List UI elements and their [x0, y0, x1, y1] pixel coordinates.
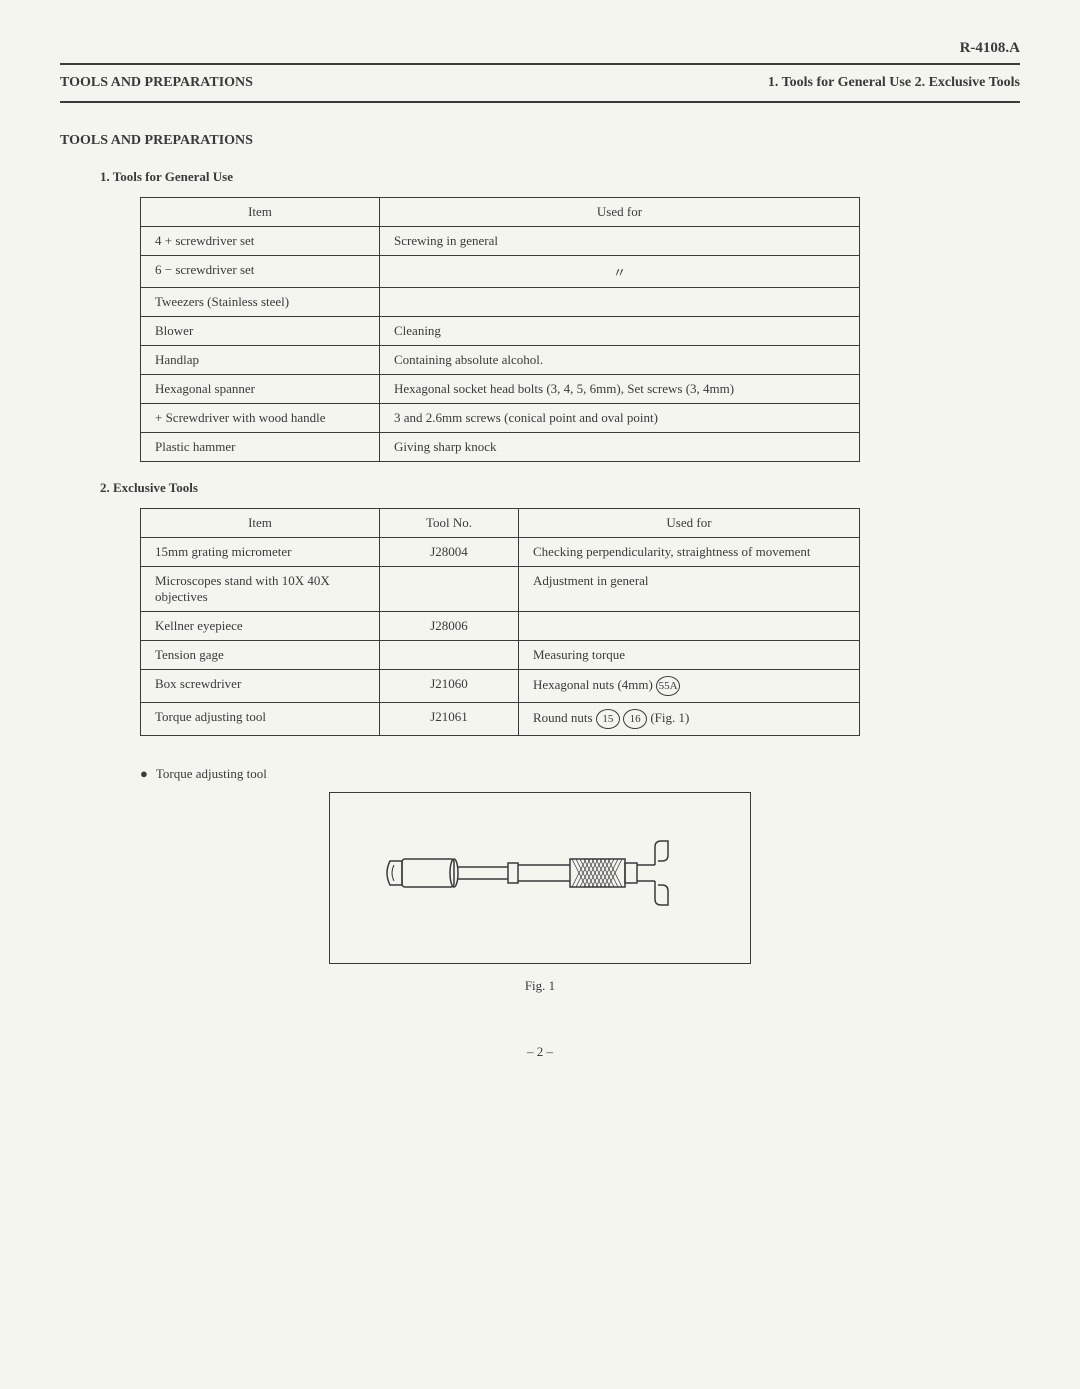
- table-row: 6 − screwdriver set〃: [141, 256, 860, 288]
- text: Round nuts: [533, 710, 596, 725]
- col-item: Item: [141, 198, 380, 227]
- cell: Microscopes stand with 10X 40X objective…: [141, 567, 380, 612]
- cell: Containing absolute alcohol.: [380, 346, 860, 375]
- sub1-title: 1. Tools for General Use: [100, 169, 1020, 185]
- cell: [380, 641, 519, 670]
- cell: Hexagonal socket head bolts (3, 4, 5, 6m…: [380, 375, 860, 404]
- table-row: Tension gage Measuring torque: [141, 641, 860, 670]
- table-row: Torque adjusting tool J21061 Round nuts …: [141, 703, 860, 736]
- section-title: TOOLS AND PREPARATIONS: [60, 133, 1020, 149]
- col-used: Used for: [519, 509, 860, 538]
- cell: Cleaning: [380, 317, 860, 346]
- cell: J28006: [380, 612, 519, 641]
- col-item: Item: [141, 509, 380, 538]
- fig-caption: Fig. 1: [60, 978, 1020, 994]
- page-number: – 2 –: [60, 1044, 1020, 1060]
- figure-1: [329, 792, 751, 964]
- cell: Giving sharp knock: [380, 433, 860, 462]
- sub2-title: 2. Exclusive Tools: [100, 480, 1020, 496]
- table-row: Tweezers (Stainless steel): [141, 288, 860, 317]
- table-row: HandlapContaining absolute alcohol.: [141, 346, 860, 375]
- cell: Kellner eyepiece: [141, 612, 380, 641]
- header-row: TOOLS AND PREPARATIONS 1. Tools for Gene…: [60, 69, 1020, 97]
- cell: 〃: [380, 256, 860, 288]
- table-row: Microscopes stand with 10X 40X objective…: [141, 567, 860, 612]
- header-left: TOOLS AND PREPARATIONS: [60, 75, 253, 91]
- cell: Blower: [141, 317, 380, 346]
- cell: Tension gage: [141, 641, 380, 670]
- torque-tool-icon: [380, 823, 700, 923]
- cell: 3 and 2.6mm screws (conical point and ov…: [380, 404, 860, 433]
- cell: [380, 567, 519, 612]
- col-used: Used for: [380, 198, 860, 227]
- doc-id: R-4108.A: [60, 40, 1020, 57]
- text: (Fig. 1): [647, 710, 689, 725]
- cell: J28004: [380, 538, 519, 567]
- table-row: 15mm grating micrometer J28004 Checking …: [141, 538, 860, 567]
- cell: Checking perpendicularity, straightness …: [519, 538, 860, 567]
- cell: 6 − screwdriver set: [141, 256, 380, 288]
- table-exclusive-tools: Item Tool No. Used for 15mm grating micr…: [140, 508, 860, 736]
- header-right-text: 1. Tools for General Use 2. Exclusive To…: [768, 75, 1020, 91]
- rule-bottom: [60, 101, 1020, 103]
- circled-ref: 55A: [656, 676, 680, 696]
- table-general-use: Item Used for 4 + screwdriver setScrewin…: [140, 197, 860, 462]
- table-row: + Screwdriver with wood handle3 and 2.6m…: [141, 404, 860, 433]
- table-row: Hexagonal spannerHexagonal socket head b…: [141, 375, 860, 404]
- cell: Hexagonal nuts (4mm) 55A: [519, 670, 860, 703]
- table-row: 4 + screwdriver setScrewing in general: [141, 227, 860, 256]
- cell: J21060: [380, 670, 519, 703]
- cell: Measuring torque: [519, 641, 860, 670]
- cell: [380, 288, 860, 317]
- cell: + Screwdriver with wood handle: [141, 404, 380, 433]
- cell: Box screwdriver: [141, 670, 380, 703]
- table-row: Kellner eyepiece J28006: [141, 612, 860, 641]
- circled-ref: 16: [623, 709, 647, 729]
- cell: Plastic hammer: [141, 433, 380, 462]
- cell: Hexagonal spanner: [141, 375, 380, 404]
- fig-bullet: Torque adjusting tool: [140, 766, 1020, 782]
- cell: Screwing in general: [380, 227, 860, 256]
- cell: J21061: [380, 703, 519, 736]
- cell: Tweezers (Stainless steel): [141, 288, 380, 317]
- table-row: Box screwdriver J21060 Hexagonal nuts (4…: [141, 670, 860, 703]
- cell: Round nuts 15 16 (Fig. 1): [519, 703, 860, 736]
- rule-top: [60, 63, 1020, 65]
- table-header-row: Item Used for: [141, 198, 860, 227]
- text: Hexagonal nuts (4mm): [533, 677, 656, 692]
- cell: [519, 612, 860, 641]
- cell: Torque adjusting tool: [141, 703, 380, 736]
- col-tool: Tool No.: [380, 509, 519, 538]
- cell: Handlap: [141, 346, 380, 375]
- table-row: Plastic hammerGiving sharp knock: [141, 433, 860, 462]
- circled-ref: 15: [596, 709, 620, 729]
- cell: 4 + screwdriver set: [141, 227, 380, 256]
- table-header-row: Item Tool No. Used for: [141, 509, 860, 538]
- cell: 15mm grating micrometer: [141, 538, 380, 567]
- table-row: BlowerCleaning: [141, 317, 860, 346]
- cell: Adjustment in general: [519, 567, 860, 612]
